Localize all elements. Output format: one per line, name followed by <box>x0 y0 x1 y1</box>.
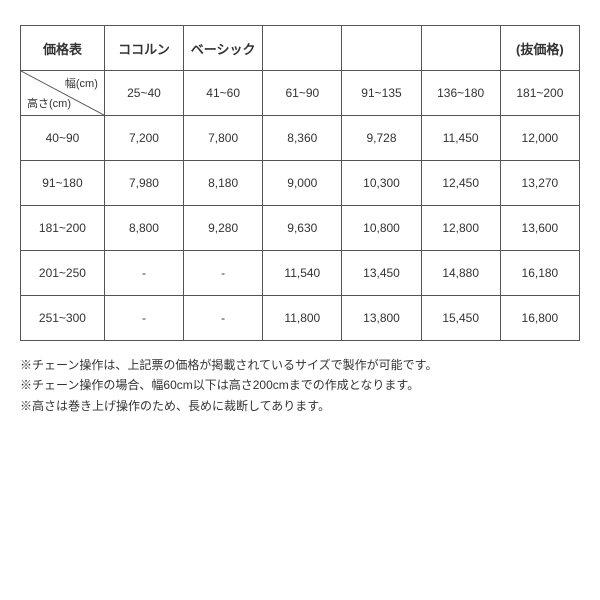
width-range: 25~40 <box>104 71 183 116</box>
price-cell: - <box>104 296 183 341</box>
width-range: 136~180 <box>421 71 500 116</box>
diagonal-header: 幅(cm) 高さ(cm) <box>21 71 105 116</box>
price-cell: 16,800 <box>500 296 579 341</box>
table-title: 価格表 <box>21 26 105 71</box>
width-range: 181~200 <box>500 71 579 116</box>
price-cell: 13,800 <box>342 296 421 341</box>
note-line: ※チェーン操作は、上記票の価格が掲載されているサイズで製作が可能です。 <box>20 355 580 375</box>
price-cell: 13,450 <box>342 251 421 296</box>
header-row-1: 価格表 ココルン ベーシック (抜価格) <box>21 26 580 71</box>
hdr-col2: ココルン <box>104 26 183 71</box>
price-cell: 9,728 <box>342 116 421 161</box>
price-cell: 8,180 <box>184 161 263 206</box>
price-cell: 11,450 <box>421 116 500 161</box>
hdr-col7: (抜価格) <box>500 26 579 71</box>
notes-section: ※チェーン操作は、上記票の価格が掲載されているサイズで製作が可能です。 ※チェー… <box>20 355 580 416</box>
width-range: 61~90 <box>263 71 342 116</box>
hdr-col6 <box>421 26 500 71</box>
price-cell: 11,540 <box>263 251 342 296</box>
price-cell: 12,450 <box>421 161 500 206</box>
table-row: 40~907,2007,8008,3609,72811,45012,000 <box>21 116 580 161</box>
table-row: 181~2008,8009,2809,63010,80012,80013,600 <box>21 206 580 251</box>
price-cell: 8,800 <box>104 206 183 251</box>
height-range: 251~300 <box>21 296 105 341</box>
price-cell: - <box>184 296 263 341</box>
price-cell: 9,630 <box>263 206 342 251</box>
hdr-col5 <box>342 26 421 71</box>
hdr-col3: ベーシック <box>184 26 263 71</box>
price-cell: 7,980 <box>104 161 183 206</box>
width-range: 41~60 <box>184 71 263 116</box>
price-cell: 9,000 <box>263 161 342 206</box>
price-cell: 16,180 <box>500 251 579 296</box>
price-cell: 7,200 <box>104 116 183 161</box>
price-cell: 12,800 <box>421 206 500 251</box>
price-cell: 10,300 <box>342 161 421 206</box>
height-range: 91~180 <box>21 161 105 206</box>
price-cell: 10,800 <box>342 206 421 251</box>
table-row: 201~250--11,54013,45014,88016,180 <box>21 251 580 296</box>
price-cell: - <box>184 251 263 296</box>
hdr-col4 <box>263 26 342 71</box>
table-row: 91~1807,9808,1809,00010,30012,45013,270 <box>21 161 580 206</box>
height-range: 181~200 <box>21 206 105 251</box>
price-cell: 13,270 <box>500 161 579 206</box>
header-row-2: 幅(cm) 高さ(cm) 25~40 41~60 61~90 91~135 13… <box>21 71 580 116</box>
price-cell: 12,000 <box>500 116 579 161</box>
price-cell: 8,360 <box>263 116 342 161</box>
price-cell: - <box>104 251 183 296</box>
price-cell: 9,280 <box>184 206 263 251</box>
width-label: 幅(cm) <box>65 75 98 91</box>
price-cell: 15,450 <box>421 296 500 341</box>
price-cell: 11,800 <box>263 296 342 341</box>
width-range: 91~135 <box>342 71 421 116</box>
height-range: 40~90 <box>21 116 105 161</box>
height-range: 201~250 <box>21 251 105 296</box>
price-cell: 7,800 <box>184 116 263 161</box>
note-line: ※高さは巻き上げ操作のため、長めに裁断してあります。 <box>20 396 580 416</box>
table-row: 251~300--11,80013,80015,45016,800 <box>21 296 580 341</box>
height-label: 高さ(cm) <box>27 95 71 111</box>
price-table: 価格表 ココルン ベーシック (抜価格) 幅(cm) 高さ(cm) 25~40 … <box>20 25 580 341</box>
price-cell: 13,600 <box>500 206 579 251</box>
note-line: ※チェーン操作の場合、幅60cm以下は高さ200cmまでの作成となります。 <box>20 375 580 395</box>
price-cell: 14,880 <box>421 251 500 296</box>
